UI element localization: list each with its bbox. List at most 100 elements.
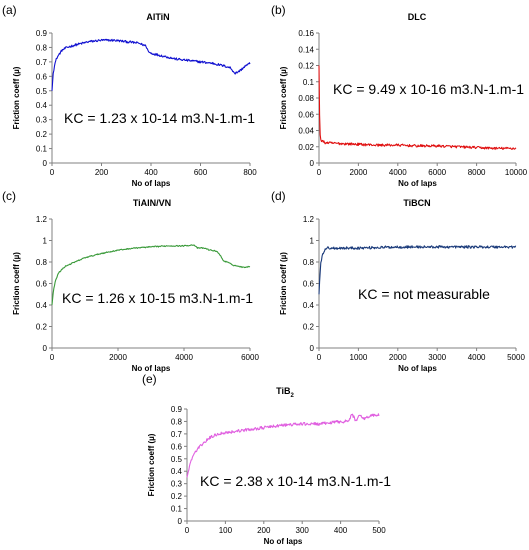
data-series-line <box>51 38 251 91</box>
panel-label: (d) <box>271 189 286 203</box>
chart-title-main: AlTiN <box>146 12 169 22</box>
x-tick-label: 0 <box>185 526 190 535</box>
y-tick-label: 0.7 <box>171 430 183 439</box>
y-tick-label: 0.9 <box>36 29 48 38</box>
y-tick-label: 0.4 <box>171 467 183 476</box>
x-tick-label: 6000 <box>428 168 446 177</box>
y-tick-label: 0.2 <box>303 323 315 332</box>
panel-label: (b) <box>271 3 286 17</box>
y-tick-label: 0.08 <box>298 94 314 103</box>
x-axis-label: No of laps <box>398 364 437 373</box>
y-tick-label: 0.12 <box>298 62 314 71</box>
x-tick-label: 800 <box>243 168 257 177</box>
chart-panel-d: (d) TiBCN 0 0.2 0.4 0.6 0.8 1 1.2 0 1000 2000 3000 40… <box>271 189 525 373</box>
x-tick-label: 4000 <box>175 353 193 362</box>
x-tick-label: 1000 <box>350 353 368 362</box>
chart-title: TiBCN <box>403 198 430 208</box>
y-axis-label: Friction coeff (µ) <box>279 66 288 129</box>
chart-panel-a: (a) AlTiN 0 0.1 0.2 0.3 0.4 0.5 0.6 0.7 0.8 0.9 0 200… <box>2 3 257 188</box>
x-tick-label: 0 <box>50 353 55 362</box>
y-tick-label: 0.16 <box>298 29 314 38</box>
chart-panel-b: (b) DLC 0 0.02 0.04 0.06 0.08 0.1 0.12 0.14 0.16 0 2… <box>271 3 528 188</box>
x-tick-label: 200 <box>95 168 109 177</box>
y-tick-label: 0.02 <box>298 143 314 152</box>
y-tick-label: 0 <box>43 344 48 353</box>
wear-coefficient-text: KC = 1.23 x 10-14 m3.N-1.m-1 <box>64 110 255 126</box>
x-tick-label: 10000 <box>505 168 528 177</box>
y-tick-label: 0.2 <box>171 492 183 501</box>
wear-coefficient-annotation: KC = 2.38 x 10-14 m3.N-1.m-1 <box>200 473 391 489</box>
y-tick-label: 1.2 <box>303 215 315 224</box>
y-tick-label: 0 <box>310 344 315 353</box>
x-tick-label: 4000 <box>468 353 486 362</box>
panel-label: (e) <box>142 372 157 386</box>
chart-title-main: DLC <box>408 12 427 22</box>
x-tick-label: 0 <box>50 168 55 177</box>
y-tick-label: 1 <box>310 237 315 246</box>
wear-coefficient-annotation: KC = not measurable <box>358 286 490 302</box>
y-tick-label: 0 <box>310 159 315 168</box>
data-series-line <box>318 65 517 151</box>
x-tick-label: 400 <box>334 526 348 535</box>
wear-coefficient-annotation: KC = 9.49 x 10-16 m3.N-1.m-1 <box>333 81 524 97</box>
chart-title: TiAlN/VN <box>133 198 171 208</box>
x-tick-label: 0 <box>317 353 322 362</box>
wear-coefficient-annotation: KC = 1.26 x 10-15 m3.N-1.m-1 <box>62 290 253 306</box>
chart-title: AlTiN <box>146 12 169 22</box>
y-tick-label: 0.3 <box>36 116 48 125</box>
x-tick-label: 2000 <box>350 168 368 177</box>
y-tick-label: 0.8 <box>36 43 48 52</box>
y-tick-label: 0.5 <box>171 455 183 464</box>
y-tick-label: 1.2 <box>36 215 48 224</box>
chart-panel-c: (c) TiAlN/VN 0 0.2 0.4 0.6 0.8 1 1.2 0 2000 4000 600… <box>2 189 259 373</box>
chart-title: DLC <box>408 12 427 22</box>
wear-coefficient-annotation: KC = 1.23 x 10-14 m3.N-1.m-1 <box>64 110 255 126</box>
chart-title-main: TiB <box>276 386 291 396</box>
wear-coefficient-text: KC = not measurable <box>358 286 490 302</box>
x-tick-label: 400 <box>144 168 158 177</box>
chart-title-main: TiBCN <box>403 198 430 208</box>
x-tick-label: 500 <box>372 526 386 535</box>
data-series-line <box>51 244 251 306</box>
x-tick-label: 0 <box>317 168 322 177</box>
y-axis-label: Friction coeff (µ) <box>12 66 21 129</box>
chart-title-main: TiAlN/VN <box>133 198 171 208</box>
x-tick-label: 3000 <box>428 353 446 362</box>
data-series-line <box>318 245 517 295</box>
y-tick-label: 0.9 <box>171 405 183 414</box>
x-tick-label: 100 <box>219 526 233 535</box>
y-tick-label: 0 <box>43 159 48 168</box>
x-tick-label: 6000 <box>241 353 259 362</box>
y-tick-label: 0.6 <box>36 72 48 81</box>
chart-panel-e: (e) TiB2 0 0.1 0.2 0.3 0.4 0.5 0.6 0.7 0.8 0.9 0 100 2… <box>142 372 391 546</box>
x-axis-label: No of laps <box>264 537 303 546</box>
y-tick-label: 0.14 <box>298 45 314 54</box>
y-tick-label: 0.8 <box>303 258 315 267</box>
y-tick-label: 1 <box>43 237 48 246</box>
y-axis-label: Friction coeff (µ) <box>147 433 156 496</box>
y-axis-label: Friction coeff (µ) <box>279 252 288 315</box>
x-axis-label: No of laps <box>132 364 171 373</box>
y-tick-label: 0.2 <box>36 130 48 139</box>
chart-title: TiB2 <box>276 386 294 399</box>
x-axis-label: No of laps <box>132 179 171 188</box>
x-tick-label: 600 <box>194 168 208 177</box>
y-tick-label: 0.4 <box>36 301 48 310</box>
panel-label: (a) <box>2 3 17 17</box>
y-tick-label: 0.6 <box>171 442 183 451</box>
x-tick-label: 5000 <box>507 353 525 362</box>
x-tick-label: 300 <box>296 526 310 535</box>
y-tick-label: 0.7 <box>36 58 48 67</box>
x-tick-label: 2000 <box>389 353 407 362</box>
y-tick-label: 0.06 <box>298 110 314 119</box>
wear-coefficient-text: KC = 9.49 x 10-16 m3.N-1.m-1 <box>333 81 524 97</box>
y-tick-label: 0.6 <box>36 280 48 289</box>
wear-coefficient-text: KC = 2.38 x 10-14 m3.N-1.m-1 <box>200 473 391 489</box>
y-tick-label: 0.4 <box>36 101 48 110</box>
x-tick-label: 8000 <box>468 168 486 177</box>
y-tick-label: 0.1 <box>303 78 315 87</box>
y-tick-label: 0.6 <box>303 280 315 289</box>
y-tick-label: 0.4 <box>303 301 315 310</box>
chart-title-subscript: 2 <box>291 393 295 399</box>
